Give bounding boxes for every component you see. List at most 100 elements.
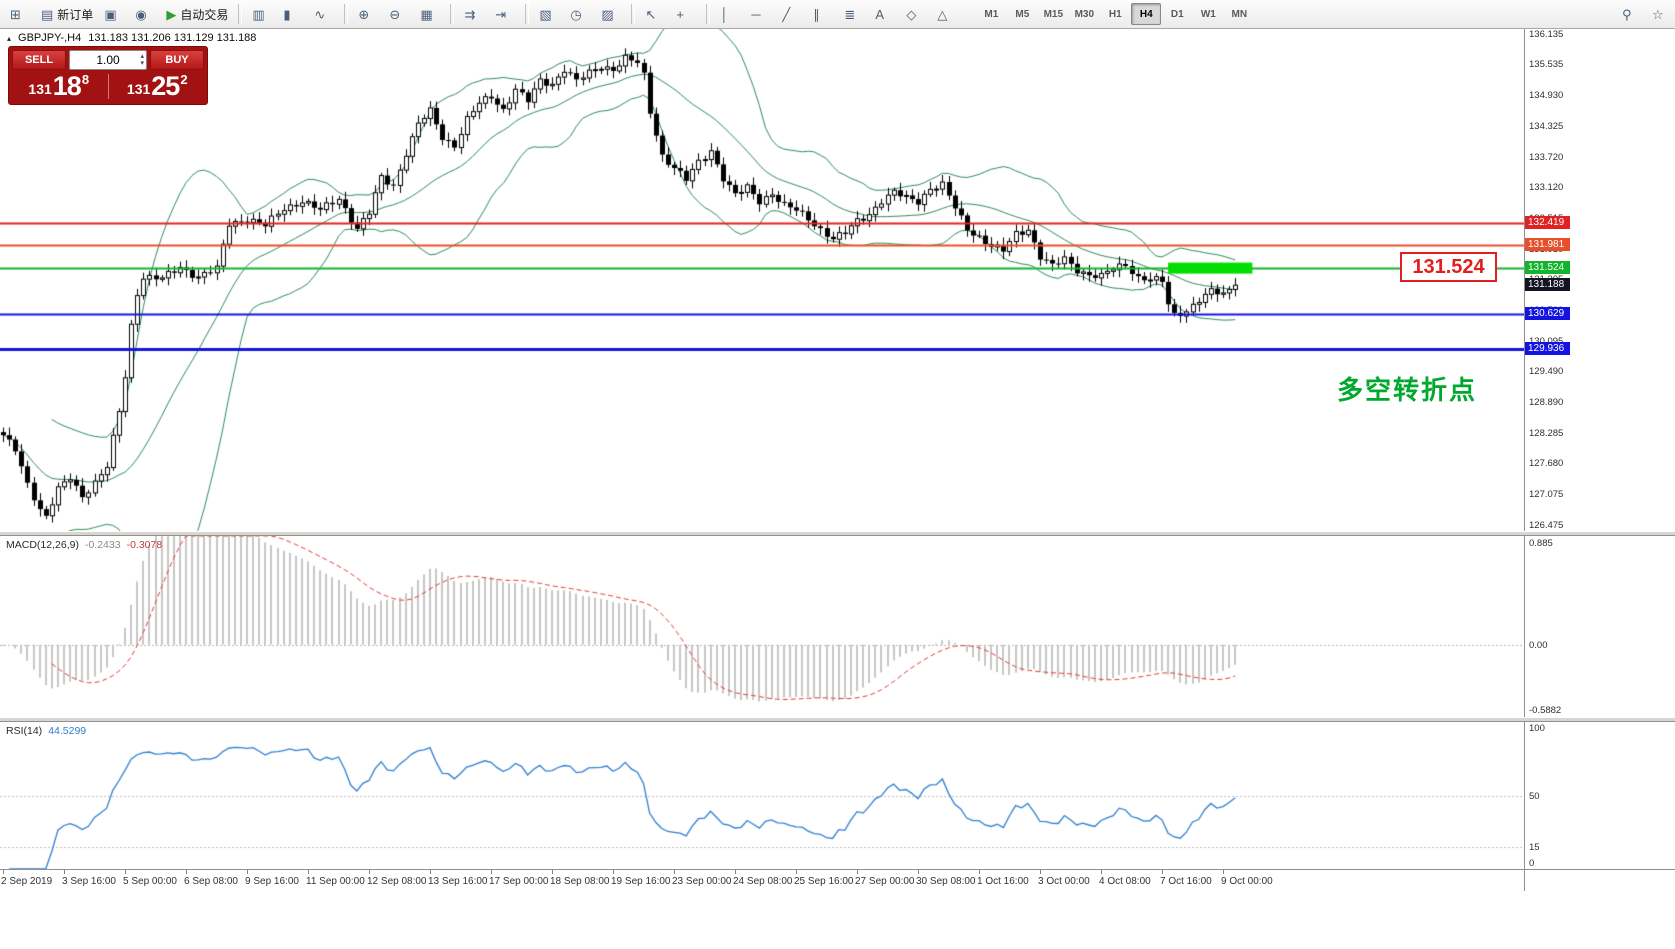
- timeframe-m1-button[interactable]: M1: [984, 8, 999, 20]
- symbol-period-label: GBPJPY-,H4: [18, 32, 82, 44]
- timeframe-h4-button[interactable]: H4: [1131, 3, 1162, 25]
- sell-price-whole: 131: [28, 81, 52, 97]
- autotrading-icon: ▶: [166, 6, 177, 22]
- toolbar-groups: ⊞ ▤ 新订单 ▣ ◉ ▶ 自动交易 ▥ ▮ ∿ ⊕ ⊖ ▦ ⇉ ⇥ ▧ ◷ ▨ ↖ + │ ─ ╱ ∥ ≣ A ◇ △: [3, 0, 964, 28]
- time-axis-label: 5 Sep 00:00: [123, 876, 177, 887]
- horizontal-line-button[interactable]: ─: [746, 2, 776, 26]
- chart-windows-button[interactable]: ▣: [99, 2, 129, 26]
- rsi-indicator-label: RSI(14) 44.5299: [6, 725, 86, 737]
- terminal-button[interactable]: ⊞: [5, 2, 35, 26]
- time-axis-label: 13 Sep 16:00: [428, 876, 488, 887]
- shapes-button[interactable]: △: [932, 2, 962, 26]
- candlestick-chart-icon: ▮: [283, 6, 291, 22]
- sell-price[interactable]: 131 18 8: [12, 72, 106, 101]
- new-order-button[interactable]: ▤ 新订单: [36, 2, 98, 26]
- timeframe-m5-button[interactable]: M5: [1015, 8, 1030, 20]
- sell-price-pipette: 8: [81, 72, 90, 87]
- volume-value: 1.00: [96, 53, 120, 67]
- chart-windows-icon: ▣: [104, 6, 117, 22]
- favorites-icon: ☆: [1652, 6, 1664, 22]
- time-axis-label: 11 Sep 00:00: [306, 876, 365, 887]
- time-axis-label: 18 Sep 08:00: [550, 876, 610, 887]
- time-axis-label: 7 Oct 16:00: [1160, 876, 1212, 887]
- favorites-button[interactable]: ☆: [1647, 2, 1675, 26]
- tile-windows-icon: ▦: [420, 6, 433, 22]
- time-axis-tick: [735, 870, 736, 874]
- timeframe-h1-button[interactable]: H1: [1108, 8, 1122, 20]
- candlestick-chart-canvas[interactable]: [0, 28, 1524, 531]
- cursor-button[interactable]: ↖: [640, 2, 670, 26]
- rsi-scale-tick: 0: [1529, 858, 1535, 869]
- sell-button[interactable]: SELL: [12, 50, 66, 70]
- zoom-out-button[interactable]: ⊖: [384, 2, 414, 26]
- crosshair-button[interactable]: +: [671, 2, 701, 26]
- bar-chart-button[interactable]: ▥: [247, 2, 277, 26]
- crosshair-icon: +: [676, 6, 684, 22]
- volume-up-icon[interactable]: ▴: [140, 53, 144, 60]
- timeframe-m30-button[interactable]: M30: [1074, 8, 1095, 20]
- templates-button[interactable]: ▨: [596, 2, 626, 26]
- timeframe-m15-button[interactable]: M15: [1043, 8, 1064, 20]
- channel-button[interactable]: ∥: [808, 2, 838, 26]
- fibonacci-button[interactable]: ≣: [839, 2, 869, 26]
- tile-windows-button[interactable]: ▦: [415, 2, 445, 26]
- chart-shift-button[interactable]: ⇥: [490, 2, 520, 26]
- resistance-lower-line-badge: 131.981: [1525, 237, 1570, 251]
- support-lower-line-badge: 129.936: [1525, 341, 1570, 355]
- timeframe-w1-button[interactable]: W1: [1200, 8, 1216, 20]
- panel-divider[interactable]: [0, 717, 1675, 722]
- auto-scroll-button[interactable]: ⇉: [459, 2, 489, 26]
- search-button[interactable]: ⚲: [1617, 2, 1647, 26]
- symbol-info: ▴ GBPJPY-,H4 131.183 131.206 131.129 131…: [7, 32, 256, 44]
- vertical-line-button[interactable]: │: [715, 2, 745, 26]
- toolbar-separator: [344, 4, 349, 24]
- time-axis-label: 24 Sep 08:00: [733, 876, 793, 887]
- macd-signal-value: -0.3078: [126, 539, 163, 551]
- time-axis[interactable]: 2 Sep 2019 3 Sep 16:00 5 Sep 00:00 6 Sep 08…: [0, 869, 1675, 892]
- time-axis-tick: [674, 870, 675, 874]
- time-axis-label: 25 Sep 16:00: [794, 876, 854, 887]
- time-axis-tick: [918, 870, 919, 874]
- timeframe-mn-button[interactable]: MN: [1231, 8, 1248, 20]
- time-axis-tick: [491, 870, 492, 874]
- trendline-button[interactable]: ╱: [777, 2, 807, 26]
- time-axis-label: 2 Sep 2019: [1, 876, 53, 887]
- rsi-indicator-canvas[interactable]: [0, 722, 1524, 869]
- news-button[interactable]: ◉: [130, 2, 160, 26]
- sell-price-pips: 18: [52, 71, 82, 101]
- volume-input[interactable]: 1.00 ▴ ▾: [69, 50, 147, 70]
- timeframe-toolbar: M1 M5 M15 M30 H1 H4 D1 W1 MN: [976, 3, 1254, 25]
- autotrading-button-label: 自动交易: [180, 7, 229, 22]
- timeframe-d1-button[interactable]: D1: [1170, 8, 1184, 20]
- zoom-in-button[interactable]: ⊕: [353, 2, 383, 26]
- current-price-badge: 131.188: [1525, 278, 1570, 292]
- chinese-annotation: 多空转折点: [1337, 375, 1478, 405]
- toolbar-separator: [450, 4, 455, 24]
- price-scale-tick: 127.680: [1529, 458, 1564, 470]
- rsi-scale-tick: 15: [1529, 841, 1540, 853]
- toolbar-right: ⚲ ☆: [1617, 2, 1675, 26]
- new-chart-button[interactable]: ▧: [534, 2, 564, 26]
- volume-down-icon[interactable]: ▾: [140, 60, 144, 67]
- time-axis-label: 23 Sep 00:00: [672, 876, 732, 887]
- line-chart-button[interactable]: ∿: [309, 2, 339, 26]
- time-axis-tick: [1162, 870, 1163, 874]
- label-button[interactable]: ◇: [901, 2, 931, 26]
- time-axis-label: 17 Sep 00:00: [489, 876, 549, 887]
- zoom-in-icon: ⊕: [358, 6, 370, 22]
- buy-price[interactable]: 131 25 2: [111, 72, 205, 101]
- fibonacci-icon: ≣: [844, 6, 856, 22]
- buy-button[interactable]: BUY: [150, 50, 204, 70]
- panel-divider[interactable]: [0, 531, 1675, 536]
- toolbar-group-trade: ⊞ ▤ 新订单 ▣ ◉ ▶ 自动交易: [3, 2, 235, 26]
- templates-icon: ▨: [601, 6, 614, 22]
- volume-steppers[interactable]: ▴ ▾: [140, 51, 144, 69]
- time-axis-tick: [1040, 870, 1041, 874]
- macd-indicator-canvas[interactable]: [0, 536, 1524, 717]
- rsi-value: 44.5299: [48, 725, 87, 737]
- candlestick-chart-button[interactable]: ▮: [278, 2, 308, 26]
- autotrading-button[interactable]: ▶ 自动交易: [161, 2, 233, 26]
- new-order-icon: ▤: [41, 6, 54, 22]
- text-button[interactable]: A: [870, 2, 900, 26]
- periods-button[interactable]: ◷: [565, 2, 595, 26]
